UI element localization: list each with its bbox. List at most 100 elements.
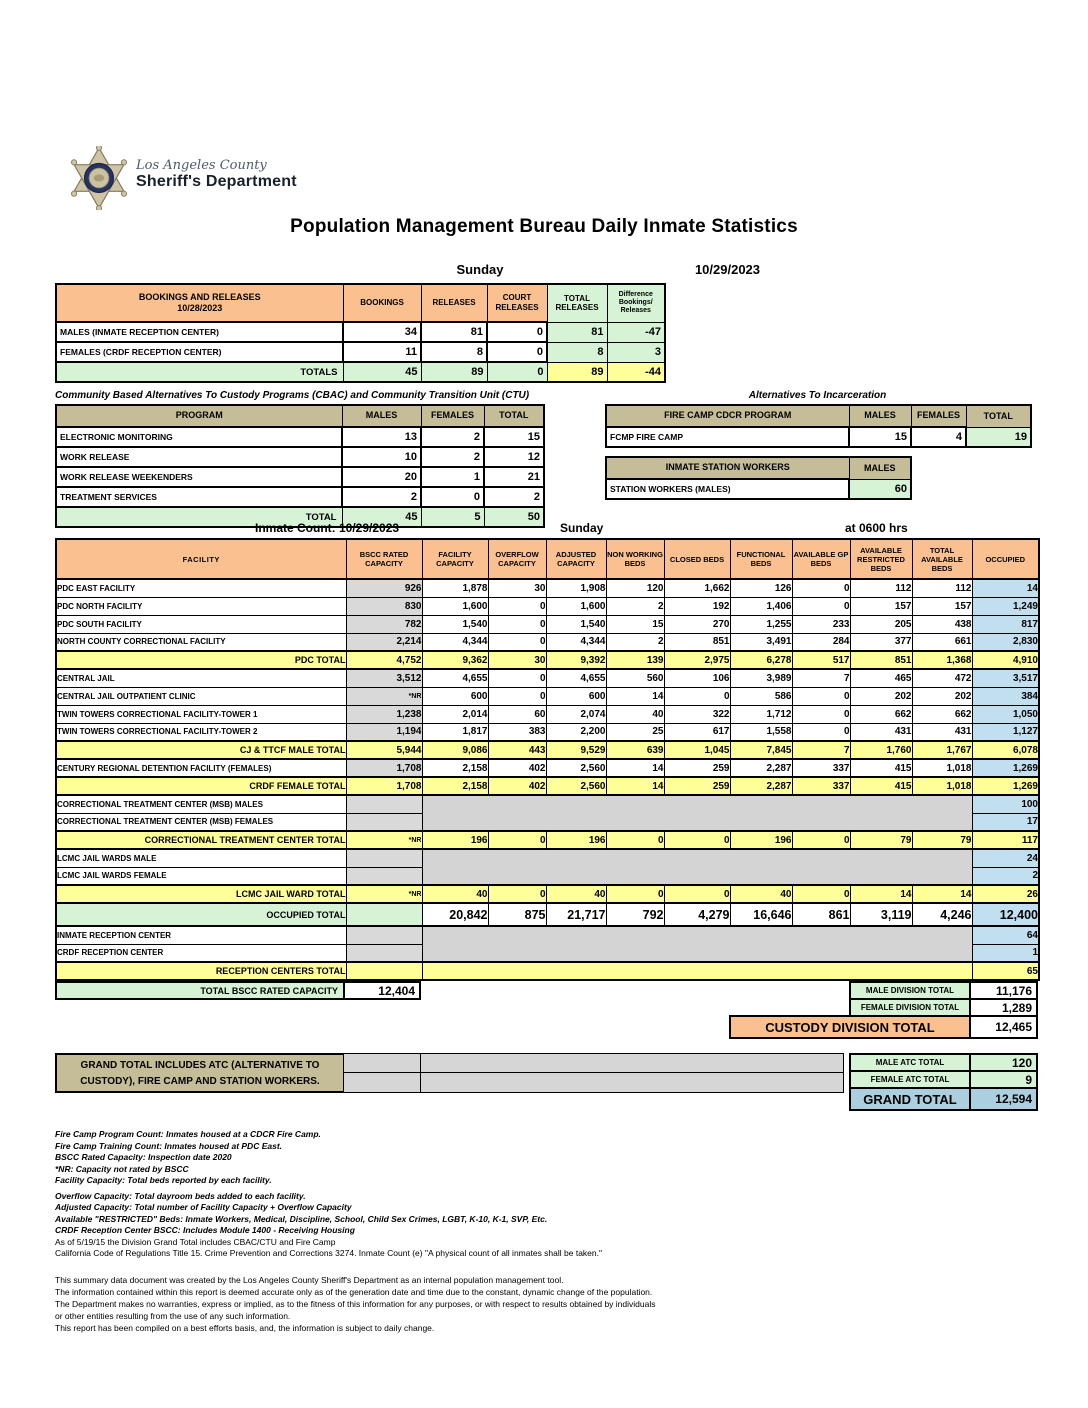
footnote-line: Overflow Capacity: Total dayroom beds ad… [55, 1190, 306, 1201]
facility-row: PDC SOUTH FACILITY 782 1,540 0 1,540 15 270 1,2… [55, 614, 1040, 634]
fire-camp-label: FCMP FIRE CAMP [605, 426, 850, 448]
facility-value: 1,878 [421, 578, 489, 598]
facility-row: PDC NORTH FACILITY 830 1,600 0 1,600 2 192 1,40… [55, 596, 1040, 616]
facility-value: 2,158 [421, 758, 489, 778]
facility-value: 106 [663, 668, 731, 688]
facility-section: FACILITY BSCC RATED CAPACITY FACILITY CAPA… [55, 538, 1040, 1334]
facility-value: 662 [849, 704, 913, 724]
facility-value: 7,845 [729, 740, 793, 760]
facility-label: LCMC JAIL WARDS MALE [55, 848, 347, 868]
facility-value: 1,817 [421, 722, 489, 742]
facility-value: 661 [911, 632, 973, 652]
col-females: FEMALES [910, 404, 967, 428]
facility-value: 0 [791, 704, 851, 724]
facility-row: OCCUPIED TOTAL 20,842 875 21,717 792 4,279 16,… [55, 902, 1040, 927]
bookings-value: 34 [342, 321, 422, 343]
facility-value: 1,760 [849, 740, 913, 760]
females-value: 2 [420, 426, 485, 448]
facility-value: 472 [911, 668, 973, 688]
row-label: FEMALES (CRDF RECEPTION CENTER) [55, 341, 344, 363]
bscc-cell [345, 943, 423, 963]
col-releases: RELEASES [420, 283, 488, 323]
merged-spacer-cell [421, 925, 973, 963]
facility-value: 30 [487, 578, 547, 598]
total-bscc-value: 12,404 [343, 981, 421, 1000]
occupied-value: 1,269 [971, 776, 1040, 796]
facility-value: 112 [849, 578, 913, 598]
males-value: 10 [341, 446, 422, 468]
facility-label: CORRECTIONAL TREATMENT CENTER (MSB) MALE… [55, 794, 347, 814]
facility-value: 2,975 [663, 650, 731, 670]
facility-row: LCMC JAIL WARD TOTAL *NR 40 0 40 0 0 40 0 14 14 26 [55, 884, 1040, 904]
merged-spacer-cell [421, 961, 973, 981]
facility-value: 79 [849, 830, 913, 850]
facility-value: 1,540 [421, 614, 489, 634]
cbac-header-row: PROGRAM MALES FEMALES TOTAL [55, 404, 545, 428]
facility-value: 415 [849, 758, 913, 778]
facility-header-row: FACILITY BSCC RATED CAPACITY FACILITY CAPA… [55, 538, 1040, 580]
facility-row: CRDF FEMALE TOTAL 1,708 2,158 402 2,560 14 259… [55, 776, 1040, 796]
facility-value: 2,287 [729, 758, 793, 778]
occupied-value: 1,127 [971, 722, 1040, 742]
facility-value: 233 [791, 614, 851, 634]
facility-value: 2,074 [545, 704, 607, 724]
program-label: WORK RELEASE WEEKENDERS [55, 466, 343, 488]
facility-value: 30 [487, 650, 547, 670]
facility-label: CENTURY REGIONAL DETENTION FACILITY (FEM… [55, 758, 347, 778]
facility-value: 1,194 [345, 722, 423, 742]
facility-value: 600 [421, 686, 489, 706]
facility-row: CJ & TTCF MALE TOTAL 5,944 9,086 443 9,529 63… [55, 740, 1040, 760]
sheriff-star-badge-icon [71, 146, 127, 210]
cbac-total-row: TOTAL 45 5 50 [55, 506, 545, 528]
facility-value: 2,014 [421, 704, 489, 724]
custody-division-total-label: CUSTODY DIVISION TOTAL [729, 1015, 971, 1039]
grand-total-note-line2: CUSTODY), FIRE CAMP AND STATION WORKERS. [80, 1075, 320, 1087]
facility-value: 15 [605, 614, 665, 634]
facility-row: TWIN TOWERS CORRECTIONAL FACILITY-TOWER … [55, 704, 1040, 724]
facility-value: 617 [663, 722, 731, 742]
station-workers-table: INMATE STATION WORKERS MALES STATION WOR… [605, 456, 912, 500]
facility-value: 0 [487, 686, 547, 706]
occupied-value: 100 [971, 794, 1040, 814]
col-females: FEMALES [420, 404, 485, 428]
facility-value: 40 [605, 704, 665, 724]
facility-value: 1,018 [911, 758, 973, 778]
difference-value: 3 [606, 341, 666, 363]
facility-value: 1,558 [729, 722, 793, 742]
facility-column-header: FACILITY CAPACITY [421, 538, 489, 580]
releases-value: 8 [420, 341, 488, 363]
facility-value: 2,560 [545, 758, 607, 778]
facility-value: 112 [911, 578, 973, 598]
facility-value: 4,655 [545, 668, 607, 688]
occupied-value: 1,269 [971, 758, 1040, 778]
total-releases-value: 81 [546, 321, 608, 343]
program-label: WORK RELEASE [55, 446, 343, 468]
fire-camp-row: FCMP FIRE CAMP 15 4 19 [605, 426, 1032, 448]
cbac-row: ELECTRONIC MONITORING 13 2 15 [55, 426, 545, 448]
facility-value: 415 [849, 776, 913, 796]
footnote-line: Fire Camp Training Count: Inmates housed… [55, 1140, 283, 1151]
releases-value: 81 [420, 321, 488, 343]
inmate-count-day: Sunday [560, 521, 604, 535]
merged-spacer-cell [421, 794, 973, 832]
facility-row: CENTURY REGIONAL DETENTION FACILITY (FEM… [55, 758, 1040, 778]
facility-value: 196 [545, 830, 607, 850]
facility-value: 14 [849, 884, 913, 904]
facility-label: CENTRAL JAIL [55, 668, 347, 688]
facility-row: CENTRAL JAIL 3,512 4,655 0 4,655 560 106 3,989 7… [55, 668, 1040, 688]
facility-value: 377 [849, 632, 913, 652]
facility-value: 2,214 [345, 632, 423, 652]
facility-value: 205 [849, 614, 913, 634]
station-workers-value: 60 [848, 478, 912, 500]
facility-row: CENTRAL JAIL OUTPATIENT CLINIC *NR 600 0 600… [55, 686, 1040, 706]
bookings-value: 11 [342, 341, 422, 363]
males-value: 13 [341, 426, 422, 448]
total-value: 19 [965, 426, 1032, 448]
occupied-value: 14 [971, 578, 1040, 598]
occupied-value: 17 [971, 812, 1040, 832]
facility-value: 1,708 [345, 758, 423, 778]
occupied-value: 1,050 [971, 704, 1040, 724]
cbac-row: TREATMENT SERVICES 2 0 2 [55, 486, 545, 508]
facility-value: 851 [663, 632, 731, 652]
facility-label: CENTRAL JAIL OUTPATIENT CLINIC [55, 686, 347, 706]
